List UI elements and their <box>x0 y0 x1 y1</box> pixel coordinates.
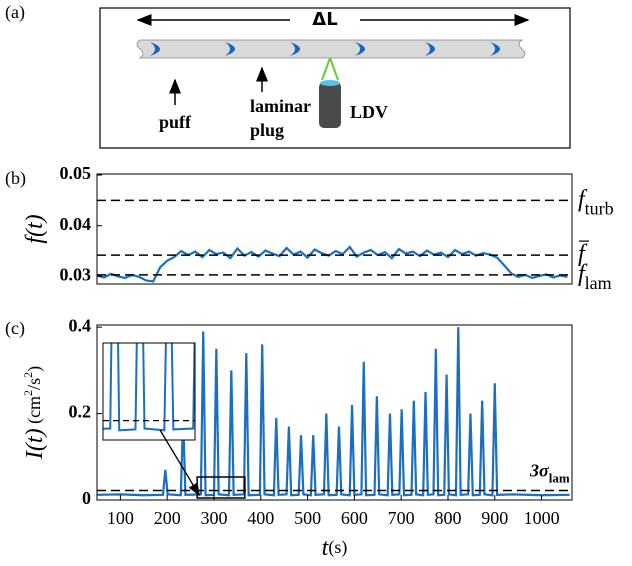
label-subscript: turb <box>585 198 614 218</box>
label: laminar plug <box>250 96 311 140</box>
y-tick-label: 0 <box>82 488 91 508</box>
label-part: /s <box>24 378 44 390</box>
diagram: ΔL puff laminar plug LDV <box>99 7 571 149</box>
label-part: I(t) <box>22 428 48 460</box>
x-tick-label: 1000 <box>524 508 560 528</box>
label-symbol: f <box>578 241 588 267</box>
y-tick-label: 0.05 <box>60 163 92 183</box>
label-symbol: f <box>578 186 588 212</box>
line-label: flam <box>578 260 612 293</box>
label-part: (cm <box>24 396 45 428</box>
y-tick-label: 0.04 <box>60 214 92 234</box>
x-tick-label: 400 <box>247 508 274 528</box>
panel-label: (c) <box>5 318 25 339</box>
x-tick-label: 900 <box>481 508 508 528</box>
x-tick-label: 700 <box>388 508 415 528</box>
zoom-arrow <box>159 429 200 497</box>
y-tick-label: 0.4 <box>69 315 92 335</box>
ldv-lens <box>320 80 340 86</box>
inset-line <box>103 343 195 432</box>
x-axis-label: t(s) <box>322 535 348 561</box>
label-part: t <box>322 535 330 561</box>
label-part: ) <box>24 366 45 372</box>
beam <box>329 57 339 81</box>
y-tick-label: 0.03 <box>60 265 92 285</box>
label-part: f(t) <box>22 214 48 243</box>
label: puff <box>159 112 192 132</box>
x-tick-label: 800 <box>434 508 461 528</box>
x-tick-label: 100 <box>107 508 134 528</box>
line-label: fturb <box>578 186 614 219</box>
axes-frame <box>96 324 573 501</box>
label-symbol: 3σ <box>529 461 550 481</box>
x-tick-label: 600 <box>341 508 368 528</box>
panel-label: (b) <box>5 168 26 189</box>
label: LDV <box>350 102 388 122</box>
label-subscript: lam <box>585 273 612 293</box>
y-axis-label: I(t) (cm2/s2) <box>21 366 48 460</box>
label-part: 2 <box>21 372 35 378</box>
label-symbol: f <box>578 260 588 286</box>
label-subscript: lam <box>549 471 570 486</box>
label-part: 2 <box>21 390 35 396</box>
x-tick-label: 200 <box>154 508 181 528</box>
diagram-frame <box>99 7 571 149</box>
x-tick-label: 500 <box>294 508 321 528</box>
label-line: laminar <box>250 96 311 116</box>
x-tick-label: 300 <box>200 508 227 528</box>
line-label: f <box>578 241 588 267</box>
label-line: plug <box>250 120 284 140</box>
label-part: (s) <box>328 537 347 558</box>
axes-frame <box>96 173 573 285</box>
inset-frame <box>102 342 196 441</box>
y-axis-label: f(t) <box>22 214 48 243</box>
pipe <box>136 39 526 59</box>
puffs <box>150 42 500 56</box>
ldv <box>319 82 341 128</box>
line-label: 3σlam <box>529 461 570 486</box>
inset-frame-top <box>102 342 196 441</box>
beam <box>321 57 331 81</box>
panel-label: (a) <box>5 2 25 23</box>
length-label: ΔL <box>312 9 337 30</box>
data-line <box>97 327 570 497</box>
data-line <box>97 245 568 283</box>
y-tick-label: 0.2 <box>69 402 92 422</box>
